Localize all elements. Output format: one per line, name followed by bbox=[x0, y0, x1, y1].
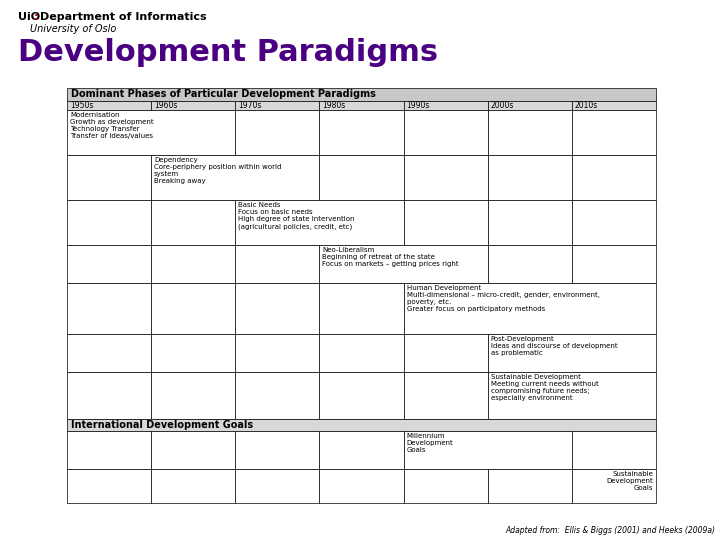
Text: 1980s: 1980s bbox=[323, 101, 346, 110]
Bar bbox=[487, 110, 572, 155]
Bar bbox=[151, 334, 235, 372]
Bar bbox=[320, 282, 404, 334]
Bar bbox=[572, 431, 656, 469]
Text: Adapted from:  Ellis & Biggs (2001) and Heeks (2009a): Adapted from: Ellis & Biggs (2001) and H… bbox=[505, 526, 715, 535]
Text: 1950s: 1950s bbox=[70, 101, 94, 110]
Text: Basic Needs
Focus on basic needs
High degree of state intervention
(agricultural: Basic Needs Focus on basic needs High de… bbox=[238, 202, 355, 230]
Text: Dependency
Core-periphery position within world
system
Breaking away: Dependency Core-periphery position withi… bbox=[154, 157, 282, 184]
Text: :: : bbox=[34, 12, 38, 22]
Bar bbox=[320, 110, 404, 155]
Bar bbox=[151, 431, 235, 469]
Bar bbox=[67, 88, 656, 100]
Text: Neo-Liberalism
Beginning of retreat of the state
Focus on markets – getting pric: Neo-Liberalism Beginning of retreat of t… bbox=[323, 247, 459, 267]
Bar bbox=[487, 200, 572, 245]
Text: 1990s: 1990s bbox=[407, 101, 430, 110]
Bar bbox=[404, 431, 572, 469]
Text: UiO: UiO bbox=[18, 12, 40, 22]
Bar bbox=[487, 100, 572, 110]
Bar bbox=[151, 200, 235, 245]
Bar bbox=[572, 100, 656, 110]
Bar bbox=[320, 372, 404, 418]
Bar bbox=[67, 431, 151, 469]
Bar bbox=[67, 245, 151, 282]
Bar bbox=[235, 372, 320, 418]
Text: Dominant Phases of Particular Development Paradigms: Dominant Phases of Particular Developmen… bbox=[71, 89, 376, 99]
Bar bbox=[487, 469, 572, 503]
Bar bbox=[487, 334, 656, 372]
Bar bbox=[487, 245, 572, 282]
Text: University of Oslo: University of Oslo bbox=[30, 24, 117, 34]
Text: 1960s: 1960s bbox=[154, 101, 178, 110]
Bar bbox=[235, 334, 320, 372]
Text: Modernisation
Growth as development
Technology Transfer
Transfer of ideas/values: Modernisation Growth as development Tech… bbox=[70, 112, 153, 139]
Bar bbox=[572, 110, 656, 155]
Bar bbox=[404, 200, 487, 245]
Bar bbox=[404, 100, 487, 110]
Bar bbox=[235, 282, 320, 334]
Bar bbox=[67, 418, 656, 431]
Bar bbox=[320, 100, 404, 110]
Bar bbox=[404, 282, 656, 334]
Bar bbox=[320, 431, 404, 469]
Bar bbox=[235, 200, 404, 245]
Bar bbox=[67, 200, 151, 245]
Text: 2000s: 2000s bbox=[491, 101, 514, 110]
Text: Sustainable Development
Meeting current needs without
compromising future needs;: Sustainable Development Meeting current … bbox=[491, 374, 598, 401]
Bar bbox=[235, 245, 320, 282]
Bar bbox=[572, 200, 656, 245]
Text: Post-Development
Ideas and discourse of development
as problematic: Post-Development Ideas and discourse of … bbox=[491, 336, 617, 356]
Bar bbox=[235, 110, 320, 155]
Bar bbox=[320, 245, 487, 282]
Bar bbox=[572, 469, 656, 503]
Bar bbox=[67, 372, 151, 418]
Bar bbox=[235, 100, 320, 110]
Bar bbox=[67, 469, 151, 503]
Bar bbox=[487, 155, 572, 200]
Bar bbox=[151, 155, 320, 200]
Bar bbox=[151, 282, 235, 334]
Bar bbox=[572, 245, 656, 282]
Bar bbox=[235, 469, 320, 503]
Bar bbox=[151, 372, 235, 418]
Text: Development Paradigms: Development Paradigms bbox=[18, 38, 438, 67]
Bar bbox=[320, 155, 404, 200]
Bar bbox=[67, 334, 151, 372]
Bar bbox=[151, 469, 235, 503]
Text: Department of Informatics: Department of Informatics bbox=[40, 12, 207, 22]
Bar bbox=[404, 469, 487, 503]
Text: International Development Goals: International Development Goals bbox=[71, 420, 253, 430]
Bar bbox=[487, 372, 656, 418]
Bar bbox=[404, 110, 487, 155]
Bar bbox=[320, 469, 404, 503]
Bar bbox=[404, 372, 487, 418]
Text: Sustainable
Development
Goals: Sustainable Development Goals bbox=[606, 471, 653, 491]
Bar bbox=[151, 100, 235, 110]
Bar bbox=[404, 155, 487, 200]
Bar bbox=[67, 100, 151, 110]
Bar bbox=[320, 334, 404, 372]
Text: Millennium
Development
Goals: Millennium Development Goals bbox=[407, 433, 454, 453]
Bar bbox=[235, 431, 320, 469]
Text: 1970s: 1970s bbox=[238, 101, 261, 110]
Bar bbox=[572, 155, 656, 200]
Text: Human Development
Multi-dimensional – micro-credit, gender, environment,
poverty: Human Development Multi-dimensional – mi… bbox=[407, 285, 600, 312]
Bar bbox=[151, 245, 235, 282]
Bar bbox=[67, 282, 151, 334]
Bar bbox=[67, 110, 235, 155]
Text: 2010s: 2010s bbox=[575, 101, 598, 110]
Bar bbox=[67, 155, 151, 200]
Bar bbox=[404, 334, 487, 372]
